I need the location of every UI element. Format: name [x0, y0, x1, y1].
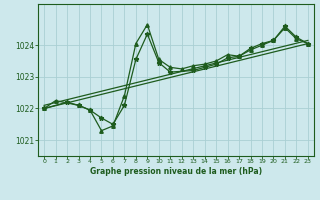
X-axis label: Graphe pression niveau de la mer (hPa): Graphe pression niveau de la mer (hPa) — [90, 167, 262, 176]
